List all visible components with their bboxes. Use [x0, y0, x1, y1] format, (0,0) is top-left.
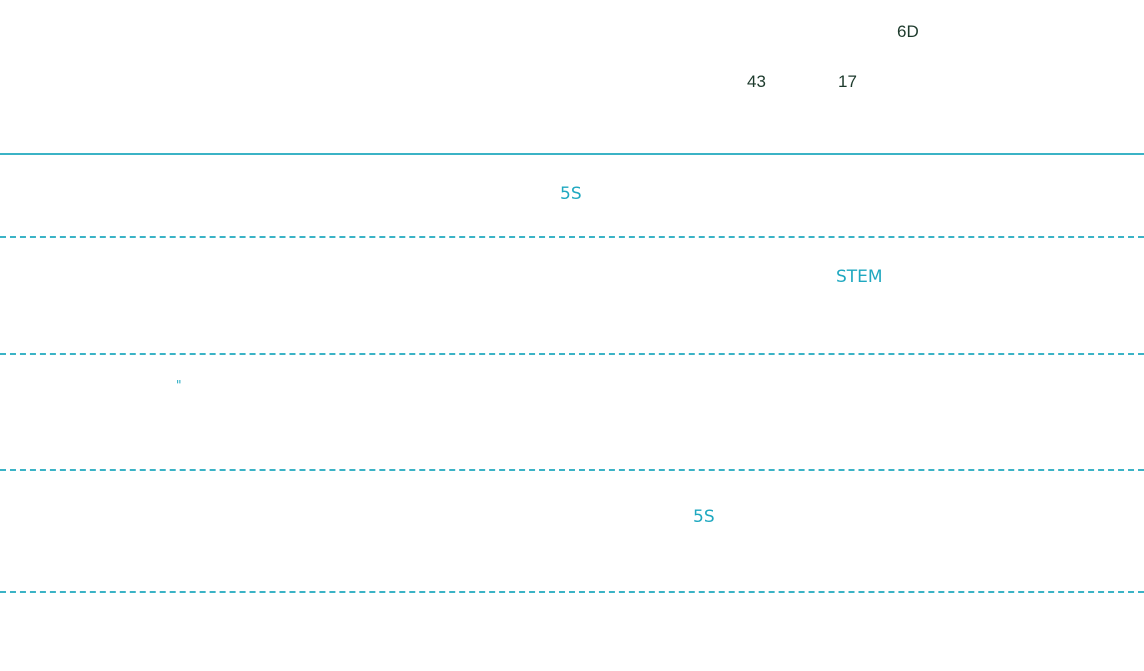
list-item[interactable]: 5S — [560, 184, 582, 204]
separator — [0, 353, 1144, 355]
list-item[interactable]: " — [176, 378, 182, 392]
list-item[interactable]: 5S — [693, 507, 715, 527]
list-item[interactable]: STEM — [836, 267, 883, 287]
count: 43 — [747, 72, 766, 91]
tag: 6D — [897, 22, 919, 41]
separator — [0, 591, 1144, 593]
separator — [0, 469, 1144, 471]
separator — [0, 236, 1144, 238]
count: 17 — [838, 72, 857, 91]
divider — [0, 153, 1144, 155]
